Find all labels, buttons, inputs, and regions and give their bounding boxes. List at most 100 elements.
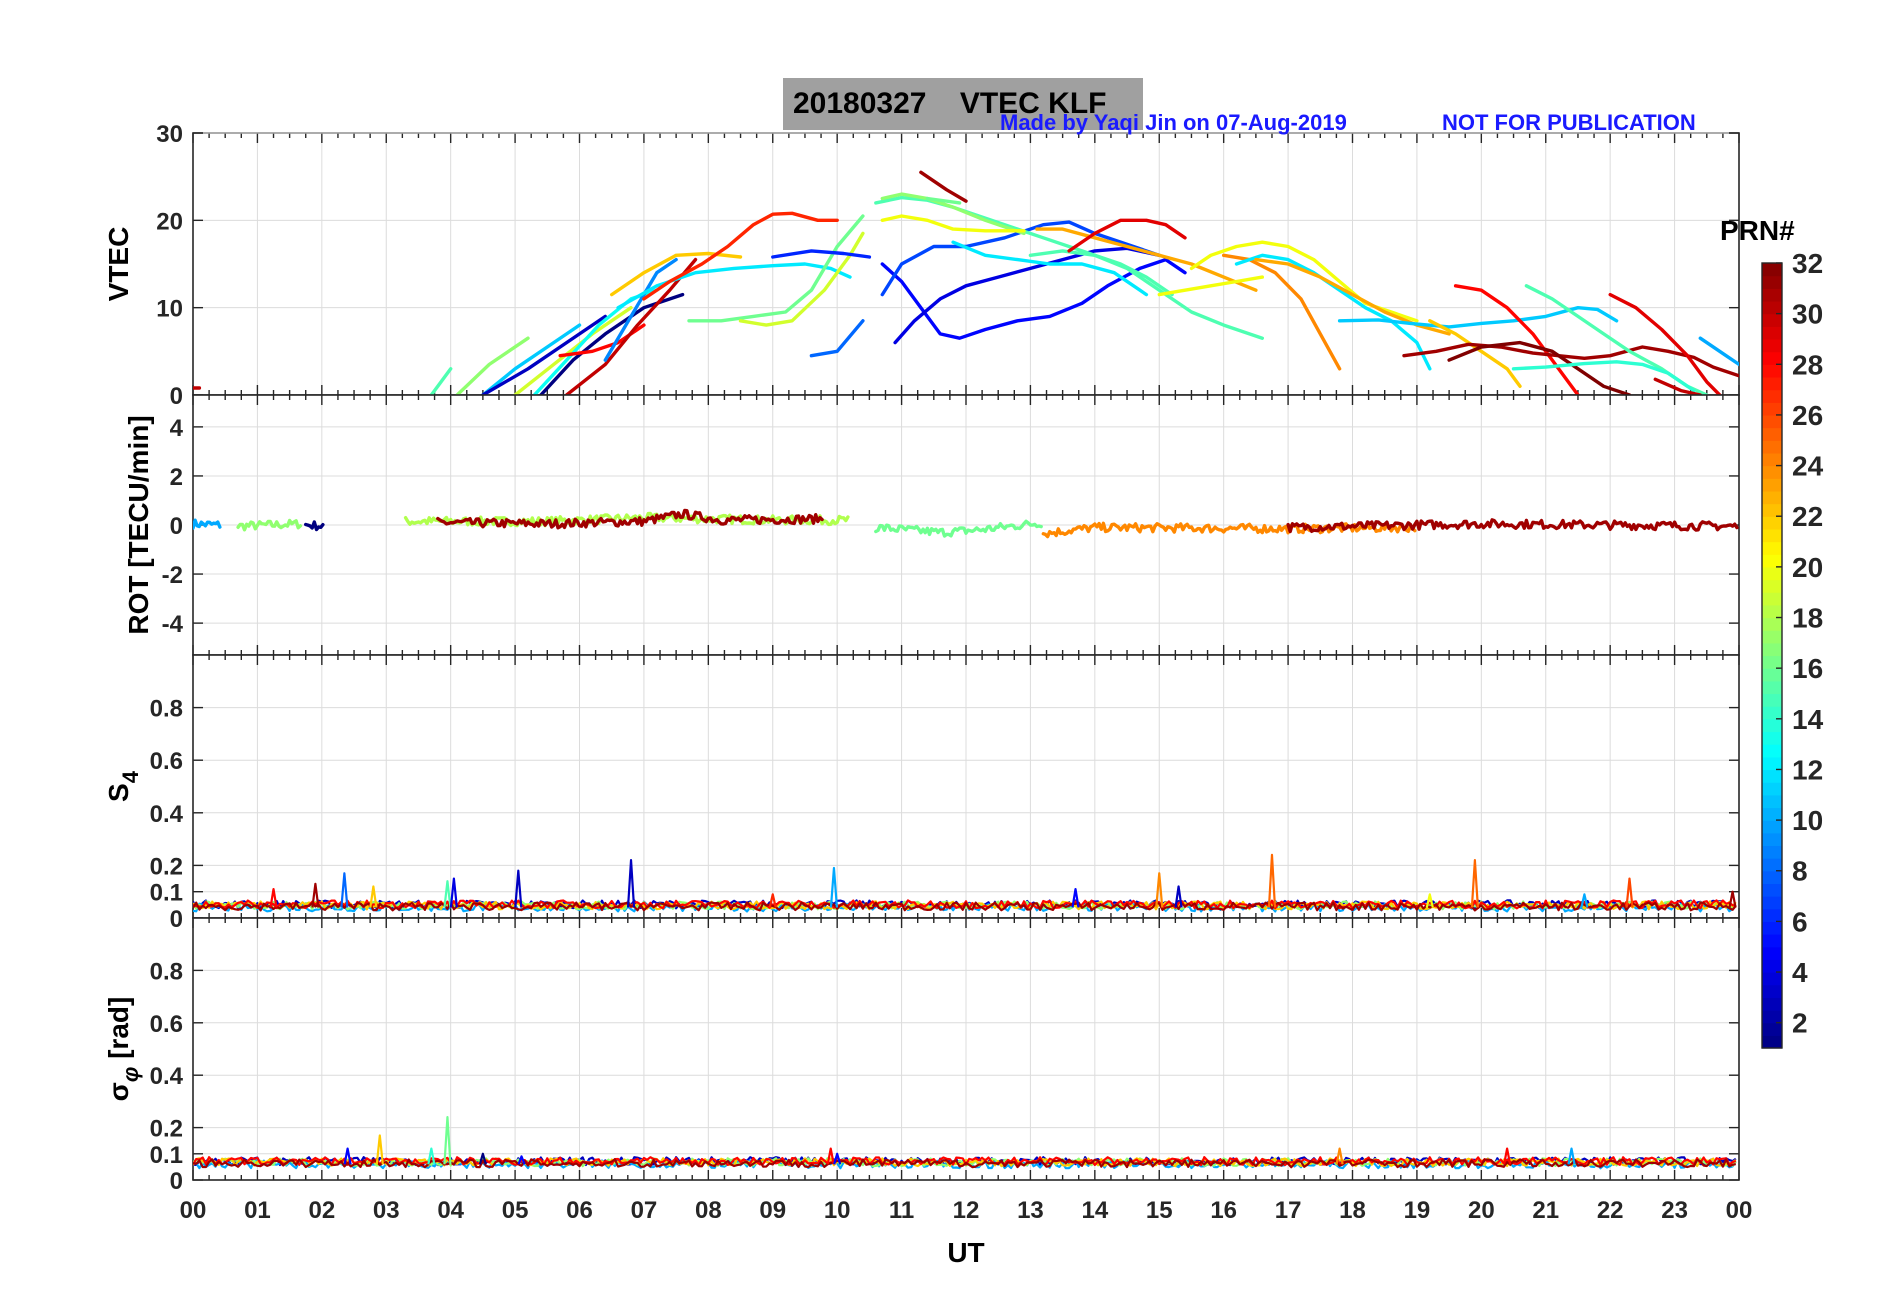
x-tick-label: 09 [759,1197,786,1224]
colorbar-swatch [1762,528,1782,543]
colorbar-tick-label: 20 [1792,552,1823,583]
y-tick-label: 0.6 [150,748,183,775]
x-tick-label: 15 [1146,1197,1173,1224]
colorbar-swatch [1762,934,1782,948]
colorbar-swatch [1762,921,1782,935]
colorbar-swatch [1762,275,1782,289]
y-axis-label-vtec: VTEC [103,227,134,302]
series-line-prn-10 [1698,336,1739,367]
colorbar-swatch [1762,566,1782,581]
series-line-prn-23 [1035,227,1258,292]
colorbar-tick-label: 18 [1792,603,1823,634]
colorbar-swatch [1762,1022,1782,1036]
spike-prn-20 [1425,893,1434,908]
x-tick-label: 01 [244,1197,271,1224]
colorbar-swatch [1762,731,1782,745]
series-line-prn-15 [1028,249,1265,340]
y-tick-label: 0.6 [150,1011,183,1038]
x-tick-label: 18 [1339,1197,1366,1224]
colorbar-swatch [1762,680,1782,695]
spike-prn-5 [517,1155,526,1165]
colorbar-swatch [1762,858,1782,872]
colorbar-swatch [1762,490,1782,505]
x-tick-label: 06 [566,1197,593,1224]
colorbar-swatch [1762,604,1782,619]
series-line-prn-16 [925,196,962,205]
colorbar-swatch [1762,263,1782,277]
colorbar-tick-label: 12 [1792,754,1823,785]
series-line-prn-31 [1402,342,1739,378]
colorbar-frame [1761,262,1783,1049]
credit-text: Made by Yaqi Jin on 07-Aug-2019 [1000,110,1347,135]
colorbar-swatch [1762,427,1782,441]
colorbar-swatch [1762,655,1782,669]
y-tick-label: 0.2 [150,1116,183,1143]
colorbar-swatch [1762,706,1782,720]
y-tick-label: 0 [170,906,183,933]
x-tick-label: 16 [1210,1197,1237,1224]
x-tick-label: 19 [1404,1197,1431,1224]
y-tick-label: -4 [162,611,184,638]
spike-prn-24 [1155,872,1164,908]
y-tick-label: 0.8 [150,696,183,723]
y-tick-label: 0.4 [150,1063,184,1090]
colorbar-swatch [1762,440,1782,454]
colorbar-label: PRN# [1720,215,1795,246]
data-layer-sigma_phi [193,1116,1737,1170]
colorbar-tick-label: 24 [1792,451,1824,482]
y-tick-label: 0.1 [150,880,183,907]
x-tick-label: 11 [889,1197,914,1224]
colorbar-swatch [1762,326,1782,340]
series-line-prn-17 [236,518,303,532]
series-line-prn-17 [455,336,530,395]
y-tick-label: 0 [170,383,183,410]
colorbar-swatch [1762,883,1782,897]
y-axis-label-sigma_phi: σφ [rad] [103,997,143,1102]
data-layer-s4 [193,853,1737,913]
colorbar-tick-label: 8 [1792,856,1808,887]
series-line-prn-24 [1041,521,1417,539]
spike-prn-27 [768,893,777,908]
colorbar-swatch [1762,984,1782,998]
spike-prn-16 [443,1116,452,1165]
series-line-prn-32 [1447,340,1632,395]
y-tick-label: 30 [156,121,183,148]
spike-prn-10 [1567,1147,1576,1165]
colorbar-swatch [1762,313,1782,327]
colorbar-swatch [1762,832,1782,847]
spike-prn-25 [1470,859,1479,908]
colorbar-tick-label: 4 [1792,957,1808,988]
y-tick-label: 0 [170,1168,183,1195]
colorbar-tick-label: 10 [1792,805,1823,836]
colorbar-swatch [1762,338,1782,353]
colorbar-swatch [1762,668,1782,682]
x-tick-label: 13 [1017,1197,1044,1224]
spike-prn-3 [514,869,523,908]
colorbar-swatch [1762,465,1782,479]
colorbar-swatch [1762,630,1782,644]
data-layer-vtec [193,170,1739,395]
panel-sigma_phi: 00.10.2 0.4 0.6 0.8 σφ [rad] [103,917,1740,1195]
spike-prn-5 [833,1152,842,1165]
spike-prn-22 [375,1134,384,1165]
y-tick-label: 10 [156,296,183,323]
panel-vtec: 0 10 20 30 VTEC [103,121,1740,410]
colorbar-swatch [1762,452,1782,467]
y-tick-label: 0.1 [150,1142,183,1169]
spike-prn-25 [1267,853,1277,908]
series-line-prn-6 [771,249,872,259]
series-line-prn-17 [880,192,1026,236]
x-tick-label: 22 [1597,1197,1624,1224]
series-line-prn-16 [687,214,865,323]
panel-rot: -4 -2 0 2 4 ROT [TECU/min] [123,394,1740,656]
series-line-prn-30 [1653,377,1703,395]
colorbar-swatch [1762,896,1782,910]
x-tick-label: 14 [1081,1197,1108,1224]
x-tick-label: 17 [1275,1197,1302,1224]
colorbar-swatch [1762,351,1782,365]
series-line-prn-29 [1067,218,1187,253]
colorbar-swatch [1762,959,1782,973]
colorbar-swatch [1762,845,1782,859]
